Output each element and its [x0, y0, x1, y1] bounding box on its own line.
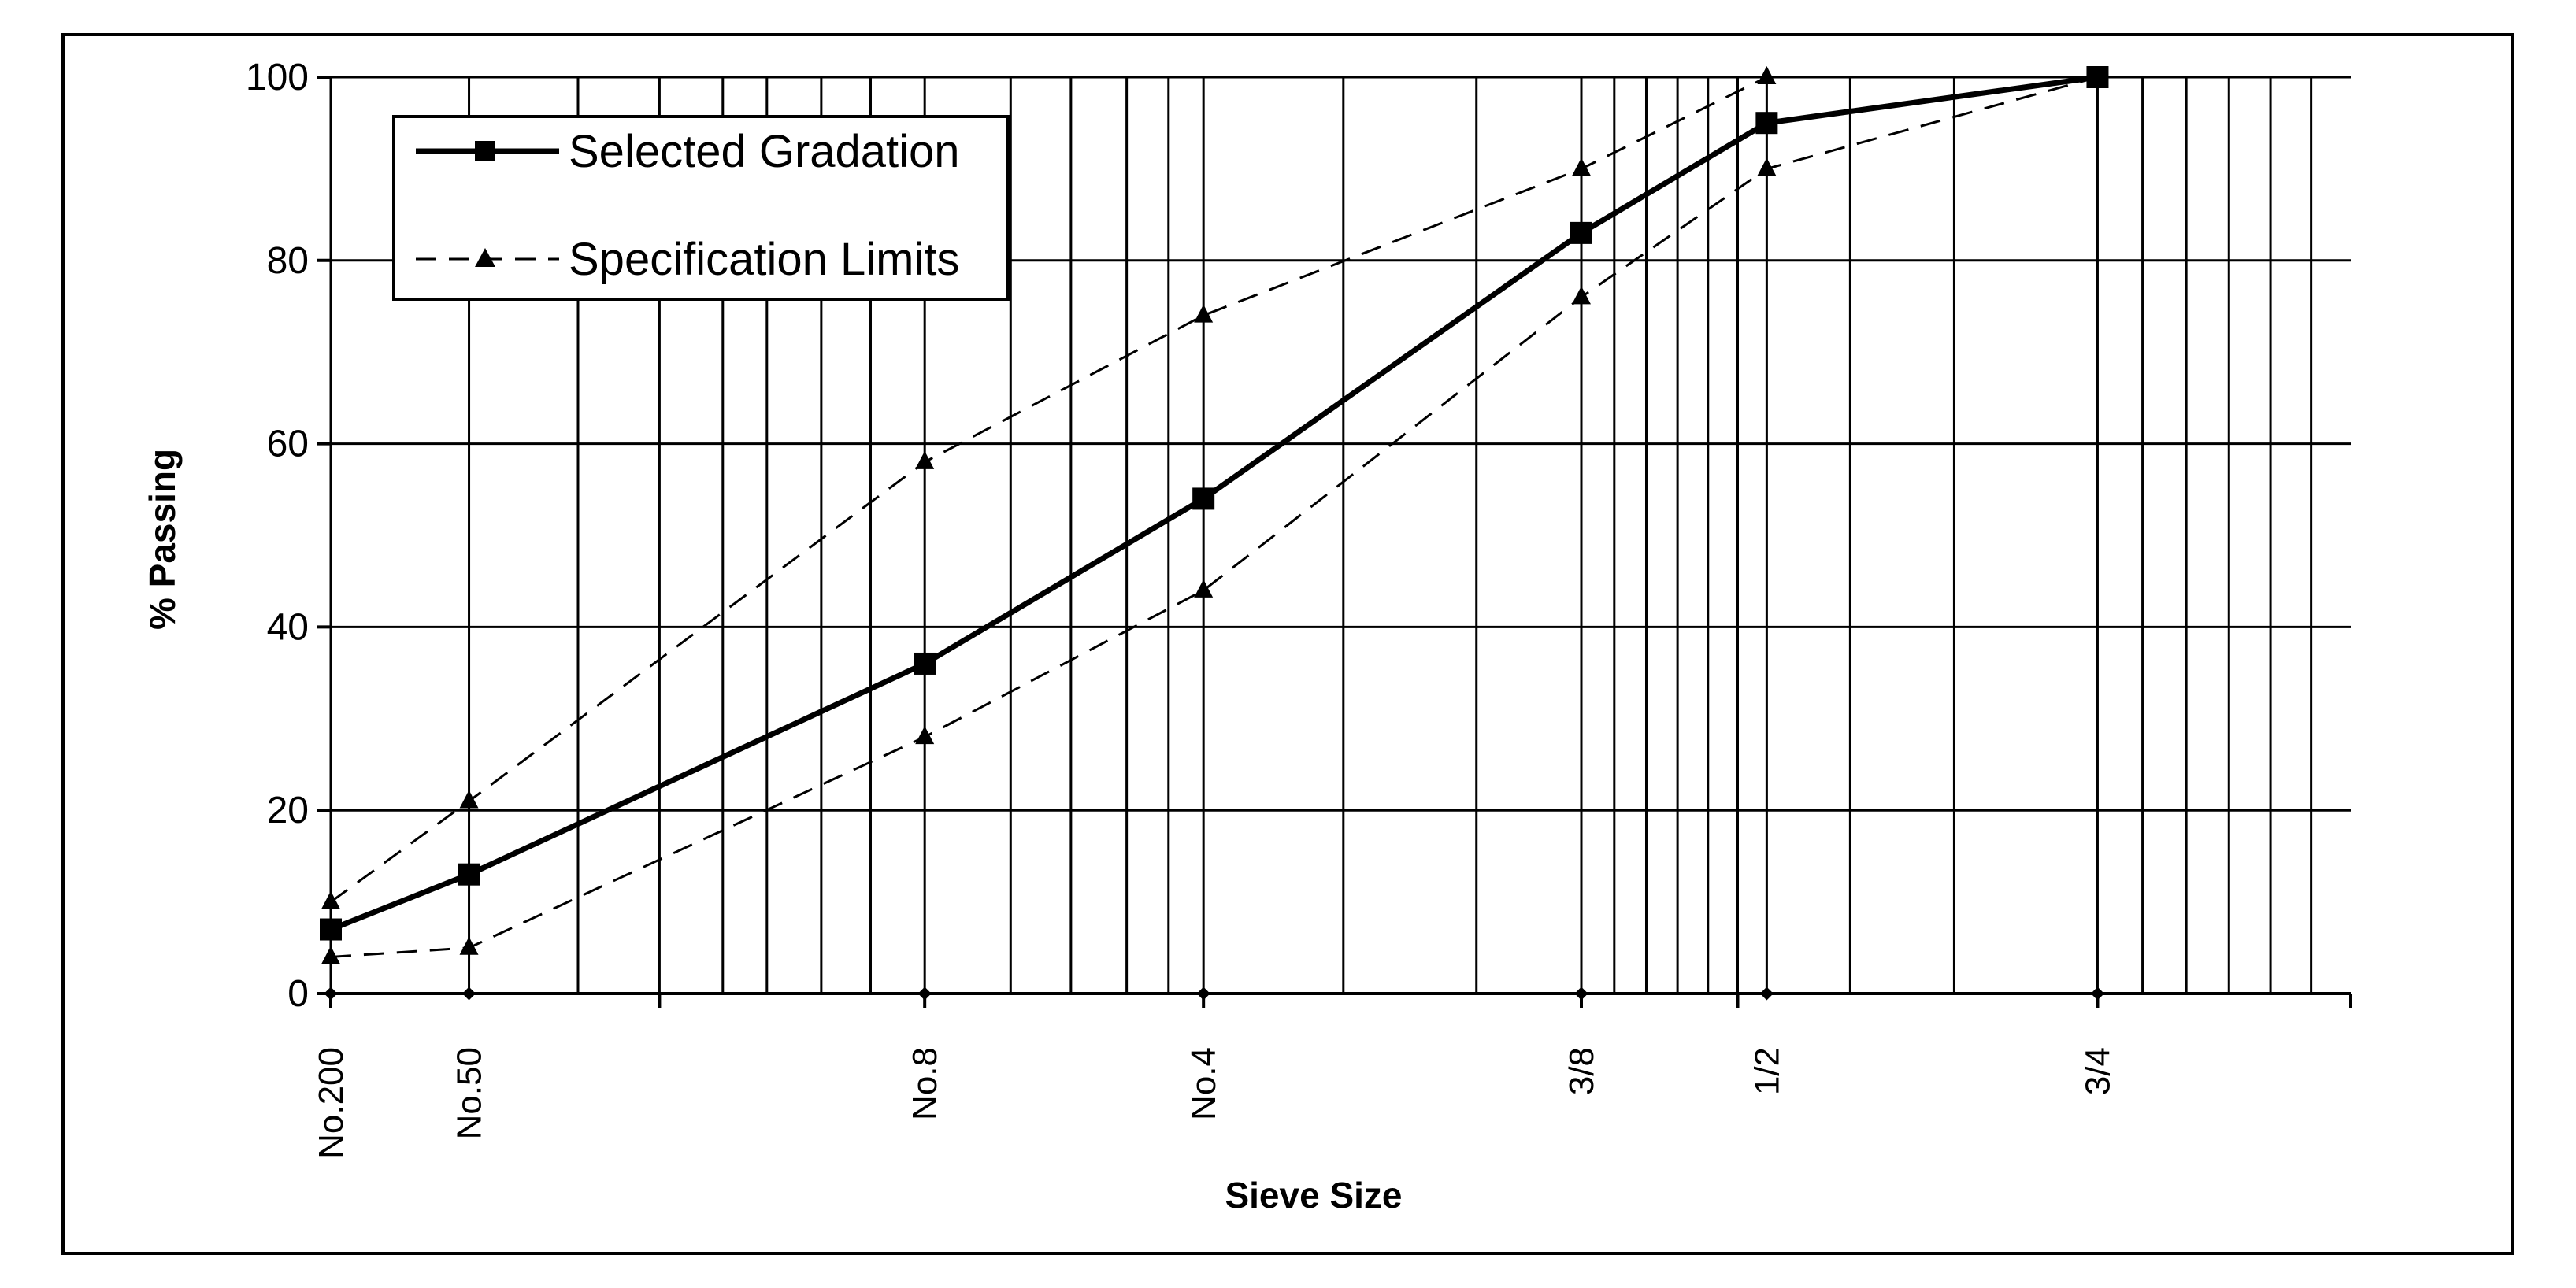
y-tick-label: 100: [246, 57, 309, 98]
y-tick-label: 0: [287, 973, 309, 1015]
spec-triangle-marker: [1757, 66, 1777, 84]
y-tick-label: 20: [267, 790, 309, 831]
x-tick-label: 3/4: [2078, 1047, 2117, 1095]
spec-triangle-marker: [915, 450, 935, 469]
selected-square-marker: [1570, 221, 1593, 244]
spec-triangle-marker: [459, 790, 479, 809]
x-tick-diamond-marker: [917, 986, 932, 1001]
selected-square-marker: [1192, 487, 1215, 510]
legend-spec-label: Specification Limits: [569, 234, 959, 285]
x-tick-label: 1/2: [1748, 1047, 1786, 1095]
spec-triangle-marker: [1194, 304, 1214, 323]
axes-layer: [317, 76, 2352, 1008]
selected-square-marker: [914, 652, 936, 675]
spec-triangle-marker: [459, 936, 479, 955]
spec-triangle-marker: [1572, 157, 1592, 176]
legend: Selected Gradation Specification Limits: [392, 115, 1010, 301]
spec-triangle-marker: [1757, 157, 1777, 176]
spec-triangle-marker: [1194, 579, 1214, 598]
y-axis-title: % Passing: [142, 449, 183, 630]
legend-square-marker-icon: [475, 141, 495, 161]
y-tick-label: 40: [267, 606, 309, 648]
x-tick-diamond-marker: [1759, 986, 1774, 1001]
x-tick-diamond-marker: [1196, 986, 1210, 1001]
x-tick-diamond-marker: [1574, 986, 1588, 1001]
x-tick-label: No.200: [312, 1047, 350, 1159]
x-tick-label: 3/8: [1562, 1047, 1601, 1095]
spec-triangle-marker: [915, 726, 935, 745]
x-tick-label: No.8: [906, 1047, 944, 1120]
legend-selected-label: Selected Gradation: [569, 126, 960, 177]
series-layer: [320, 66, 2109, 964]
selected-square-marker: [458, 863, 480, 886]
selected-square-marker: [320, 918, 342, 941]
x-tick-labels: No.200 No.50 No.8 No.4 3/8 1/2 3/4: [312, 1047, 2117, 1159]
x-axis-title: Sieve Size: [1225, 1175, 1402, 1216]
x-tick-label: No.4: [1184, 1047, 1223, 1120]
x-tick-diamond-marker: [2090, 986, 2104, 1001]
x-tick-diamond-marker: [462, 986, 476, 1001]
y-tick-labels: 0 20 40 60 80 100: [246, 57, 309, 1015]
y-tick-label: 80: [267, 240, 309, 282]
legend-box: [392, 115, 1010, 301]
chart-frame: [61, 33, 2514, 1255]
x-tick-diamond-marker: [324, 986, 338, 1001]
selected-square-marker: [2086, 66, 2109, 88]
x-tick-label: No.50: [450, 1047, 489, 1139]
spec-triangle-marker: [1572, 286, 1592, 305]
legend-triangle-marker-icon: [475, 248, 495, 267]
y-tick-label: 60: [267, 424, 309, 465]
spec-triangle-marker: [321, 946, 340, 964]
selected-square-marker: [1755, 112, 1778, 135]
spec-triangle-marker: [321, 890, 340, 909]
